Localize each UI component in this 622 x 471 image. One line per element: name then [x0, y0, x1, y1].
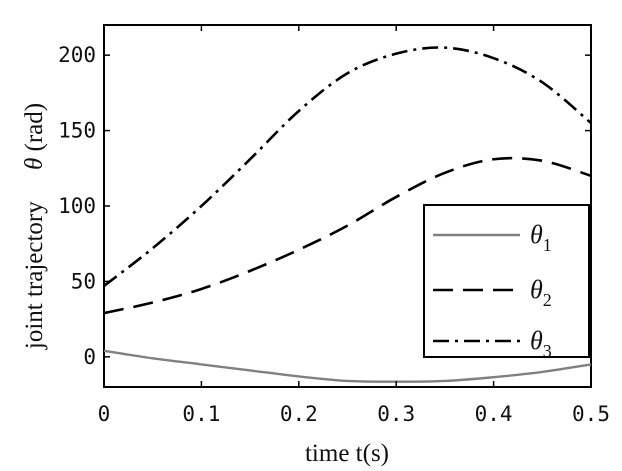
tick-layer: 0 0.1 0.2 0.3 0.4 0.5 0 50 100 150 200: [58, 25, 610, 426]
legend-symbol: θ: [530, 326, 543, 355]
series-line-theta-1: [104, 349, 591, 383]
y-axis-title-symbol: θ: [21, 158, 48, 170]
series-line-theta-3: [104, 46, 591, 287]
legend-subscript: 1: [543, 235, 552, 255]
y-axis-title-unit: (rad): [21, 103, 48, 152]
legend-box: [423, 204, 590, 358]
x-tick-label: 0.2: [280, 402, 318, 426]
legend-label-theta-1: θ1: [530, 220, 552, 255]
x-tick-label: 0.5: [572, 402, 610, 426]
x-tick-label: 0: [98, 402, 111, 426]
y-axis-title-prefix: joint trajectory: [21, 201, 48, 350]
x-tick-label: 0.1: [182, 402, 220, 426]
series-layer: [104, 46, 591, 383]
y-tick-label: 0: [83, 345, 96, 369]
y-tick-label: 200: [58, 43, 96, 67]
y-axis-title-space: [21, 176, 48, 195]
legend-symbol: θ: [530, 220, 543, 249]
series-line-theta-2: [104, 156, 591, 315]
x-tick-label: 0.4: [475, 402, 513, 426]
x-tick-label: 0.3: [377, 402, 415, 426]
legend-subscript: 3: [543, 341, 552, 361]
y-tick-label: 150: [58, 119, 96, 143]
legend-label-theta-2: θ2: [530, 275, 552, 310]
legend-symbol: θ: [530, 275, 543, 304]
y-tick-label: 100: [58, 194, 96, 218]
y-tick-label: 50: [71, 269, 96, 293]
y-axis-title: joint trajectory θ (rad): [21, 103, 48, 350]
legend-label-theta-3: θ3: [530, 326, 552, 361]
x-axis-title: time t(s): [305, 440, 389, 467]
legend-subscript: 2: [543, 290, 552, 310]
